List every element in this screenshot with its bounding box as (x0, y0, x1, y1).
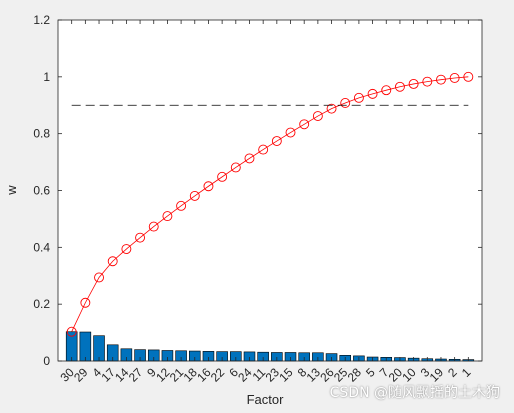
x-tick-label-29: 29 (71, 365, 91, 385)
line-point-5 (367, 88, 378, 99)
line-point-16 (203, 181, 214, 192)
y-tick-label: 0.2 (33, 297, 50, 311)
plot-area (58, 20, 482, 361)
bar-29 (79, 331, 92, 362)
line-point-15 (285, 127, 296, 138)
line-point-20 (394, 81, 405, 92)
x-tick-label-5: 5 (363, 365, 378, 380)
x-tick-label-2: 2 (445, 365, 460, 380)
line-point-14 (121, 244, 132, 254)
y-tick-label: 1 (43, 70, 50, 84)
x-tick-label-15: 15 (276, 365, 296, 385)
line-point-10 (408, 78, 419, 89)
line-point-11 (258, 144, 269, 155)
y-tick-label: 0.6 (33, 184, 50, 198)
line-point-24 (244, 153, 255, 164)
line-point-12 (162, 211, 173, 222)
line-point-8 (299, 119, 310, 130)
x-axis-title: Factor (247, 392, 285, 407)
line-point-26 (326, 103, 337, 114)
line-point-2 (449, 73, 460, 83)
line-point-27 (135, 232, 146, 243)
line-point-9 (148, 221, 159, 232)
watermark-text: CSDN @随风飘摇的土木狗 (329, 385, 500, 401)
line-point-7 (381, 85, 392, 96)
y-tick-label: 0.4 (33, 240, 50, 254)
x-tick-label-27: 27 (126, 365, 146, 385)
line-point-18 (189, 190, 200, 201)
line-point-6 (230, 162, 241, 173)
y-tick-label: 0.8 (33, 127, 50, 141)
y-tick-label: 1.2 (33, 13, 50, 27)
line-point-1 (463, 71, 474, 82)
line-point-30 (66, 326, 77, 337)
y-tick-label: 0 (43, 354, 50, 368)
line-point-19 (436, 74, 446, 85)
cumulative-line (71, 76, 469, 332)
line-point-4 (94, 272, 104, 283)
y-axis-title: w (4, 185, 19, 196)
x-tick-label-22: 22 (208, 365, 228, 385)
cumulative-line-series (66, 71, 474, 337)
line-point-17 (107, 256, 118, 267)
line-point-21 (176, 200, 187, 211)
line-point-28 (353, 92, 364, 103)
line-point-25 (340, 98, 351, 108)
line-point-23 (271, 136, 282, 147)
line-point-13 (312, 111, 323, 121)
x-tick-label-1: 1 (459, 365, 474, 380)
line-point-29 (80, 297, 91, 308)
line-point-22 (217, 171, 228, 182)
line-point-3 (422, 76, 433, 87)
